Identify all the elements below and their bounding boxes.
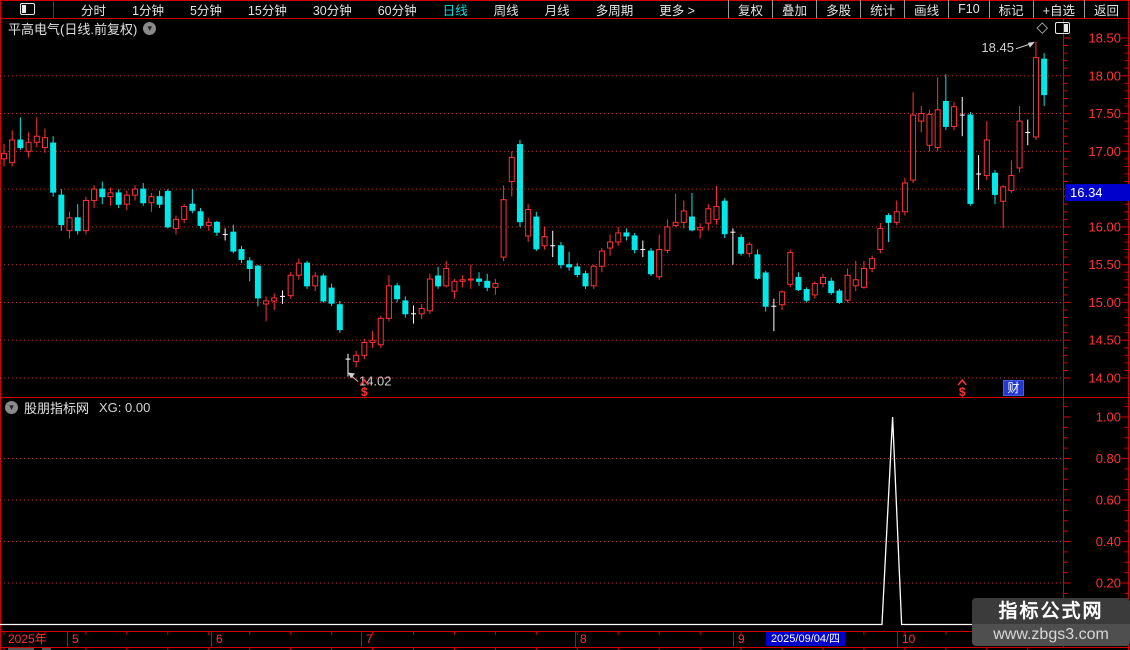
layout-icon	[19, 3, 35, 15]
month-label: 10	[902, 632, 916, 646]
period-menu: 分时 1分钟 5分钟 15分钟 30分钟 60分钟 日线 周线 月线 多周期 更多 >	[68, 0, 728, 19]
indicator-name: 股朋指标网	[24, 400, 90, 416]
chevron-down-icon[interactable]: ▾	[143, 22, 157, 35]
toolbar-right-item-8[interactable]: 返回	[1093, 3, 1119, 18]
toolbar-left-item-9[interactable]: 多周期	[595, 3, 634, 18]
high-annotation-label: 18.45	[981, 40, 1014, 55]
price-axis-label: 18.50	[1088, 31, 1121, 46]
xg-signal-line	[0, 416, 1063, 626]
toolbar: 分时 1分钟 5分钟 15分钟 30分钟 60分钟 日线 周线 月线 多周期 更多 > 复权 叠加 多股…	[0, 0, 1130, 18]
toolbar-left-item-0[interactable]: 分时	[81, 3, 107, 18]
indicator-axis-label: 0.40	[1096, 534, 1121, 549]
month-label: 8	[580, 632, 587, 646]
dividend-caret-icon	[957, 378, 967, 386]
price-axis-label: 14.00	[1088, 371, 1121, 386]
toolbar-left-item-8[interactable]: 月线	[544, 3, 570, 18]
price-axis-label: 14.50	[1088, 333, 1121, 348]
current-price-badge: 16.34	[1065, 184, 1130, 201]
toolbar-right-item-2[interactable]: 多股	[817, 0, 862, 18]
toolbar-left-item-5[interactable]: 60分钟	[377, 3, 417, 18]
panel-split-icon[interactable]	[1055, 22, 1070, 34]
dividend-icon: $	[959, 385, 966, 399]
price-axis-label: 15.00	[1088, 295, 1121, 310]
cutoff-row-fragment	[8, 648, 34, 650]
finance-report-badge: 财	[1003, 380, 1024, 396]
watermark-title: 指标公式网	[972, 598, 1130, 624]
indicator-panel-header: ▾ 股朋指标网 XG: 0.00	[5, 399, 151, 416]
toolbar-right-item-4[interactable]: 画线	[905, 0, 950, 18]
toolbar-right-item-0[interactable]: 复权	[729, 0, 774, 18]
candlestick-plot	[1, 41, 1048, 377]
toolbar-left-item-2[interactable]: 5分钟	[189, 3, 222, 18]
watermark-logo: 指标公式网 www.zbgs3.com	[972, 598, 1130, 646]
diamond-icon[interactable]: ◇	[1036, 19, 1048, 36]
high-annotation-arrowhead	[1027, 41, 1035, 48]
low-annotation-arrowhead	[347, 372, 355, 379]
cutoff-row-fragment	[42, 648, 51, 650]
indicator-axis-label: 1.00	[1096, 410, 1121, 425]
toolbar-left-item-1[interactable]: 1分钟	[132, 3, 164, 18]
indicator-axis-label: 0.80	[1096, 451, 1121, 466]
chart-title-row: 平高电气(日线.前复权) ▾	[8, 20, 157, 37]
indicator-value: XG: 0.00	[99, 399, 151, 415]
toolbar-left-item-10[interactable]: 更多 >	[659, 3, 695, 18]
year-label: 2025年	[8, 632, 47, 646]
tools-menu: 复权 叠加 多股 统计 画线 F10 标记 +自选 返回	[728, 0, 1128, 18]
highlighted-date-badge: 2025/09/04/四	[766, 632, 845, 646]
toolbar-left-item-4[interactable]: 30分钟	[312, 3, 352, 18]
dividend-icon: $	[361, 385, 368, 399]
price-axis-label: 18.00	[1088, 68, 1121, 83]
chevron-down-icon[interactable]: ▾	[5, 400, 18, 414]
month-label: 9	[738, 632, 745, 646]
toolbar-right-item-1[interactable]: 叠加	[773, 0, 818, 18]
month-label: 6	[216, 632, 223, 646]
chart-corner-icons: ◇	[1036, 19, 1070, 36]
toolbar-left-item-7[interactable]: 周线	[493, 3, 519, 18]
indicator-axis-label: 0.20	[1096, 576, 1121, 591]
watermark-url: www.zbgs3.com	[972, 624, 1130, 646]
toolbar-right-item-7[interactable]: +自选	[1034, 0, 1085, 18]
indicator-axis-label: 0.60	[1096, 493, 1121, 508]
toolbar-left-item-3[interactable]: 15分钟	[247, 3, 287, 18]
price-axis-label: 15.50	[1088, 257, 1121, 272]
high-annotation-arrow	[1015, 43, 1032, 50]
month-label: 5	[72, 632, 79, 646]
toolbar-right-item-6[interactable]: 标记	[990, 0, 1034, 18]
toolbar-left-item-6[interactable]: 日线	[442, 3, 468, 18]
toolbar-right-item-3[interactable]: 统计	[861, 0, 906, 18]
price-axis-label: 17.00	[1088, 144, 1121, 159]
month-label: 7	[366, 632, 373, 646]
low-annotation-label: 14.02	[359, 373, 392, 388]
page-title: 平高电气(日线.前复权)	[8, 22, 138, 37]
dividend-caret-icon	[359, 378, 369, 386]
price-axis-label: 17.50	[1088, 106, 1121, 121]
layout-toggle-button[interactable]	[0, 0, 54, 18]
toolbar-right-item-5[interactable]: F10	[949, 0, 990, 18]
price-axis-label: 16.00	[1088, 219, 1121, 234]
